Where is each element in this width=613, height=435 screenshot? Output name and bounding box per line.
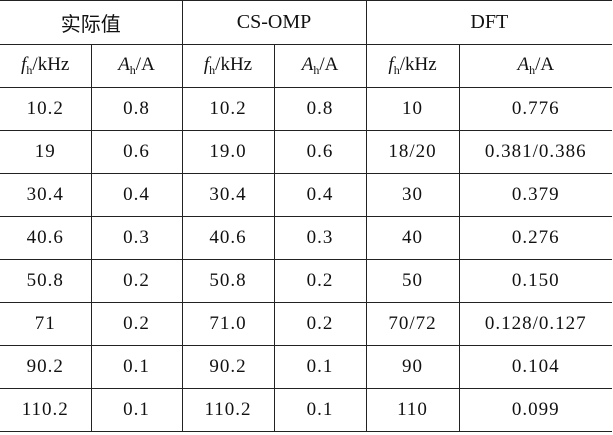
table-row: 40.6 0.3 40.6 0.3 40 0.276 <box>0 216 613 260</box>
dft-freq-cell: 50 <box>365 259 460 303</box>
csomp-freq-cell: 40.6 <box>181 216 275 260</box>
csomp-freq-cell: 19.0 <box>181 130 275 174</box>
csomp-freq-cell: 110.2 <box>181 388 275 432</box>
table-row: 110.2 0.1 110.2 0.1 110 0.099 <box>0 388 613 432</box>
dft-amp-cell: 0.150 <box>458 259 613 303</box>
csomp-amp-cell: 0.3 <box>273 216 367 260</box>
amp-unit-header: Ah/A <box>458 44 613 88</box>
dft-freq-cell: 90 <box>365 345 460 389</box>
actual-freq-cell: 90.2 <box>0 345 92 389</box>
csomp-freq-cell: 90.2 <box>181 345 275 389</box>
csomp-amp-cell: 0.2 <box>273 302 367 346</box>
dft-amp-cell: 0.379 <box>458 173 613 217</box>
dft-freq-cell: 40 <box>365 216 460 260</box>
csomp-amp-cell: 0.1 <box>273 388 367 432</box>
dft-freq-cell: 10 <box>365 87 460 131</box>
table-row: 19 0.6 19.0 0.6 18/20 0.381/0.386 <box>0 130 613 174</box>
dft-amp-cell: 0.776 <box>458 87 613 131</box>
actual-amp-cell: 0.1 <box>90 345 183 389</box>
csomp-amp-cell: 0.8 <box>273 87 367 131</box>
group-dft-header: DFT <box>365 0 613 45</box>
dft-freq-cell: 70/72 <box>365 302 460 346</box>
amp-unit-header: Ah/A <box>90 44 183 88</box>
actual-freq-cell: 71 <box>0 302 92 346</box>
table-row: 30.4 0.4 30.4 0.4 30 0.379 <box>0 173 613 217</box>
csomp-freq-cell: 30.4 <box>181 173 275 217</box>
actual-freq-cell: 30.4 <box>0 173 92 217</box>
csomp-freq-cell: 10.2 <box>181 87 275 131</box>
actual-amp-cell: 0.4 <box>90 173 183 217</box>
actual-freq-cell: 19 <box>0 130 92 174</box>
actual-amp-cell: 0.3 <box>90 216 183 260</box>
csomp-amp-cell: 0.2 <box>273 259 367 303</box>
dft-freq-cell: 30 <box>365 173 460 217</box>
dft-amp-cell: 0.104 <box>458 345 613 389</box>
table-row: 71 0.2 71.0 0.2 70/72 0.128/0.127 <box>0 302 613 346</box>
table-row: 90.2 0.1 90.2 0.1 90 0.104 <box>0 345 613 389</box>
csomp-amp-cell: 0.1 <box>273 345 367 389</box>
csomp-freq-cell: 50.8 <box>181 259 275 303</box>
actual-freq-cell: 40.6 <box>0 216 92 260</box>
unit-header-row: fh/kHz Ah/A fh/kHz Ah/A fh/kHz Ah/A <box>0 44 613 88</box>
actual-amp-cell: 0.2 <box>90 302 183 346</box>
csomp-freq-cell: 71.0 <box>181 302 275 346</box>
dft-amp-cell: 0.099 <box>458 388 613 432</box>
dft-amp-cell: 0.276 <box>458 216 613 260</box>
group-actual-header: 实际值 <box>0 0 183 45</box>
freq-unit-header: fh/kHz <box>181 44 275 88</box>
dft-amp-cell: 0.128/0.127 <box>458 302 613 346</box>
actual-freq-cell: 110.2 <box>0 388 92 432</box>
group-csomp-header: CS-OMP <box>181 0 367 45</box>
freq-unit-header: fh/kHz <box>365 44 460 88</box>
table-row: 50.8 0.2 50.8 0.2 50 0.150 <box>0 259 613 303</box>
actual-freq-cell: 10.2 <box>0 87 92 131</box>
actual-freq-cell: 50.8 <box>0 259 92 303</box>
actual-amp-cell: 0.8 <box>90 87 183 131</box>
csomp-amp-cell: 0.6 <box>273 130 367 174</box>
dft-freq-cell: 18/20 <box>365 130 460 174</box>
amp-unit-header: Ah/A <box>273 44 367 88</box>
actual-amp-cell: 0.6 <box>90 130 183 174</box>
dft-amp-cell: 0.381/0.386 <box>458 130 613 174</box>
actual-amp-cell: 0.1 <box>90 388 183 432</box>
group-header-row: 实际值 CS-OMP DFT <box>0 0 613 45</box>
table-row: 10.2 0.8 10.2 0.8 10 0.776 <box>0 87 613 131</box>
freq-unit-header: fh/kHz <box>0 44 92 88</box>
actual-amp-cell: 0.2 <box>90 259 183 303</box>
dft-freq-cell: 110 <box>365 388 460 432</box>
csomp-amp-cell: 0.4 <box>273 173 367 217</box>
